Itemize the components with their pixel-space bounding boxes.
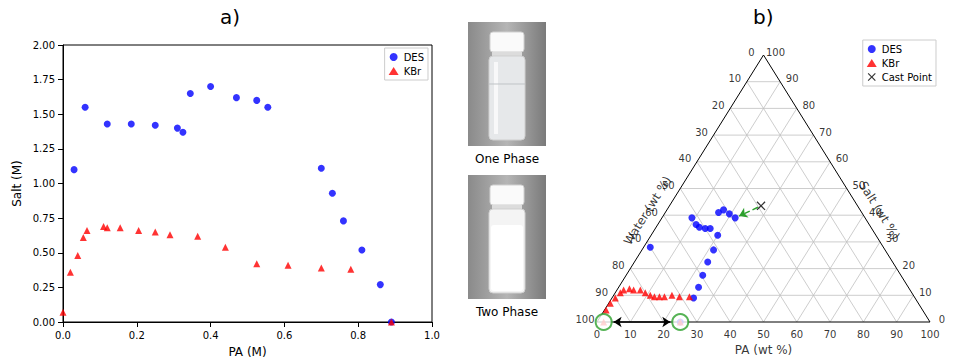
svg-text:0.00: 0.00: [33, 317, 55, 328]
svg-text:70: 70: [819, 127, 832, 138]
svg-text:KBr: KBr: [404, 66, 422, 77]
svg-text:PA (wt %): PA (wt %): [735, 343, 793, 357]
svg-text:1.25: 1.25: [33, 143, 55, 154]
svg-text:60: 60: [790, 329, 803, 340]
svg-text:0: 0: [594, 329, 600, 340]
html-text:One Phase: One Phase: [475, 152, 539, 166]
svg-text:40: 40: [724, 329, 737, 340]
svg-text:20: 20: [657, 329, 670, 340]
svg-text:b): b): [753, 5, 774, 29]
svg-text:0: 0: [939, 314, 945, 325]
svg-text:Salt (wt %): Salt (wt %): [856, 179, 903, 242]
svg-text:90: 90: [595, 287, 608, 298]
svg-text:80: 80: [612, 260, 625, 271]
svg-text:1.0: 1.0: [424, 330, 440, 341]
svg-text:Salt (M): Salt (M): [10, 160, 24, 207]
svg-text:50: 50: [757, 329, 770, 340]
svg-text:0.50: 0.50: [33, 247, 55, 258]
svg-text:100: 100: [766, 47, 785, 58]
svg-text:10: 10: [624, 329, 637, 340]
svg-text:30: 30: [695, 127, 708, 138]
svg-text:80: 80: [857, 329, 870, 340]
svg-text:30: 30: [691, 329, 704, 340]
svg-text:100: 100: [920, 329, 939, 340]
svg-text:DES: DES: [404, 52, 424, 63]
svg-text:0: 0: [748, 47, 754, 58]
svg-text:0.25: 0.25: [33, 282, 55, 293]
svg-text:20: 20: [712, 100, 725, 111]
svg-text:20: 20: [902, 260, 915, 271]
svg-text:a): a): [220, 5, 240, 29]
svg-text:Water (wt %): Water (wt %): [621, 174, 674, 248]
svg-text:DES: DES: [882, 44, 902, 55]
svg-text:0.8: 0.8: [350, 330, 366, 341]
svg-text:0.6: 0.6: [276, 330, 292, 341]
svg-text:1.00: 1.00: [33, 178, 55, 189]
svg-text:KBr: KBr: [882, 58, 900, 69]
svg-text:40: 40: [679, 153, 692, 164]
svg-text:80: 80: [802, 100, 815, 111]
svg-text:0.0: 0.0: [55, 330, 71, 341]
svg-text:Cast Point: Cast Point: [882, 72, 932, 83]
svg-text:90: 90: [890, 329, 903, 340]
svg-text:70: 70: [824, 329, 837, 340]
svg-text:10: 10: [919, 287, 932, 298]
svg-text:100: 100: [575, 314, 594, 325]
svg-text:1.75: 1.75: [33, 74, 55, 85]
svg-text:90: 90: [786, 73, 799, 84]
html-text:Two Phase: Two Phase: [475, 305, 539, 319]
svg-text:0.2: 0.2: [129, 330, 145, 341]
svg-text:10: 10: [728, 73, 741, 84]
svg-text:PA (M): PA (M): [228, 345, 266, 359]
svg-text:60: 60: [836, 153, 849, 164]
svg-text:0.4: 0.4: [203, 330, 219, 341]
svg-text:0.75: 0.75: [33, 213, 55, 224]
svg-text:1.50: 1.50: [33, 109, 55, 120]
svg-text:2.00: 2.00: [33, 40, 55, 51]
